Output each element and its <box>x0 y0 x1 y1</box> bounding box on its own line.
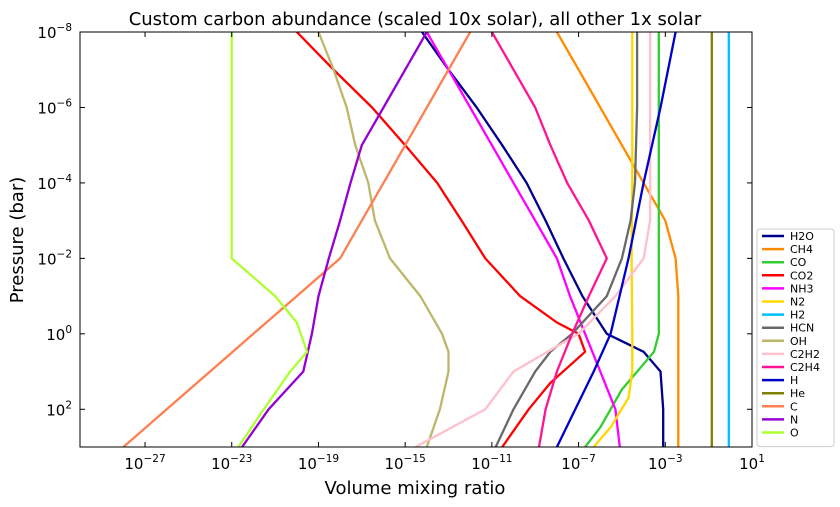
legend-entry-n: N <box>790 413 798 426</box>
chart-title: Custom carbon abundance (scaled 10x sola… <box>129 9 702 30</box>
y-tick-label: 10−2 <box>37 248 72 268</box>
legend-entry-ch4: CH4 <box>790 243 813 256</box>
series-layer <box>122 32 730 447</box>
series-line-n2 <box>592 32 634 447</box>
x-tick-label: 10−19 <box>298 453 339 473</box>
y-tick-label: 102 <box>46 399 72 419</box>
ticks-layer: 10−27 10−23 10−19 10−15 10−11 10−7 10−3 101 10−8… <box>37 22 764 473</box>
legend-entry-h2: H2 <box>790 309 805 322</box>
x-tick-label: 10−23 <box>211 453 252 473</box>
series-line-nh3 <box>425 32 621 447</box>
legend-entry-he: He <box>790 387 805 400</box>
legend-entry-co: CO <box>790 256 807 269</box>
series-line-o <box>230 32 309 447</box>
y-axis-label: Pressure (bar) <box>7 177 28 303</box>
x-tick-label: 10−11 <box>471 453 512 473</box>
legend-entry-c: C <box>790 400 798 413</box>
series-line-hcn <box>494 32 639 447</box>
series-line-c2h2 <box>414 32 652 447</box>
x-tick-label: 101 <box>739 453 765 473</box>
legend-entry-co2: CO2 <box>790 269 813 282</box>
legend-entry-nh3: NH3 <box>790 282 814 295</box>
series-line-co2 <box>295 32 587 447</box>
series-line-c <box>122 32 472 447</box>
y-tick-label: 10−4 <box>37 173 72 193</box>
legend-entry-hcn: HCN <box>790 322 814 335</box>
x-tick-label: 10−3 <box>648 453 683 473</box>
legend-entry-h: H <box>790 374 798 387</box>
legend-entry-c2h4: C2H4 <box>790 361 820 374</box>
series-line-h2o <box>421 32 665 447</box>
series-line-n <box>241 32 428 447</box>
x-tick-label: 10−7 <box>561 453 596 473</box>
legend-entry-n2: N2 <box>790 296 805 309</box>
x-tick-label: 10−27 <box>124 453 165 473</box>
legend-entry-o: O <box>790 427 799 440</box>
x-tick-label: 10−15 <box>385 453 426 473</box>
legend-entry-oh: OH <box>790 335 807 348</box>
legend-entry-c2h2: C2H2 <box>790 348 820 361</box>
legend-entry-h2o: H2O <box>790 230 814 243</box>
series-line-co <box>584 32 660 447</box>
series-line-h <box>555 32 677 447</box>
y-tick-label: 10−6 <box>37 97 72 117</box>
y-tick-label: 10−8 <box>37 22 72 42</box>
series-line-c2h4 <box>490 32 608 447</box>
y-tick-label: 100 <box>46 324 72 344</box>
x-axis-label: Volume mixing ratio <box>325 478 506 499</box>
plot-frame <box>79 31 753 448</box>
series-line-oh <box>317 32 450 447</box>
series-line-ch4 <box>555 32 680 447</box>
